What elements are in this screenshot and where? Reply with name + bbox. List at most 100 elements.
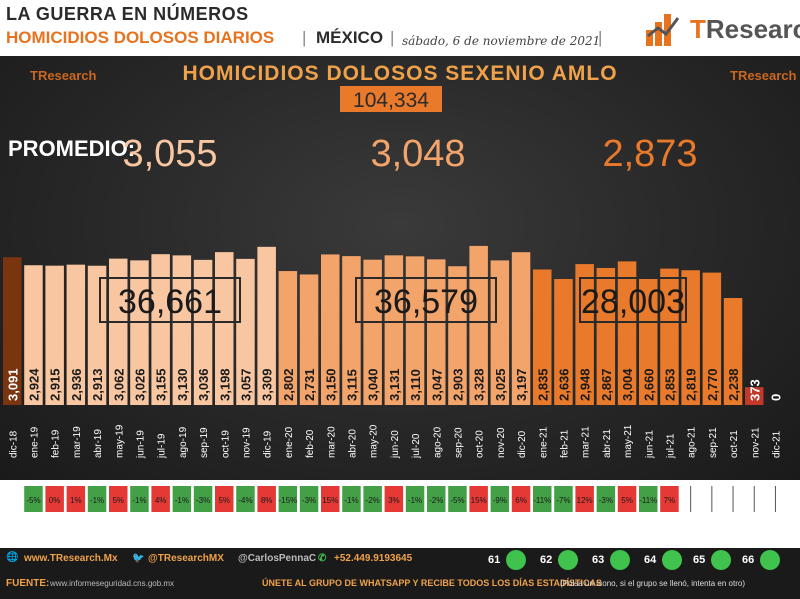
pct-change-label: -15%	[279, 496, 298, 505]
header-separator: |	[302, 28, 307, 47]
pct-change-cell	[172, 486, 192, 512]
data-label: 2,819	[684, 368, 699, 401]
x-tick-label: jun-21	[644, 430, 655, 459]
data-label: 3,328	[472, 368, 487, 401]
bar	[384, 255, 404, 405]
data-label: 3,155	[154, 368, 169, 401]
pct-change-cell	[66, 486, 86, 512]
data-label: 2,770	[705, 368, 720, 401]
x-tick-label: mar-21	[581, 426, 592, 458]
bar	[639, 277, 658, 405]
whatsapp-icon[interactable]	[506, 550, 526, 570]
bar	[702, 272, 722, 405]
x-tick-label: abr-20	[347, 429, 358, 458]
bar	[405, 256, 425, 405]
watermark-logo: TResearch	[30, 68, 97, 83]
pct-change-label: -4%	[238, 496, 252, 505]
tresearch-logo[interactable]	[644, 6, 794, 50]
x-tick-label: dic-21	[771, 430, 782, 458]
data-label: 2,913	[90, 368, 105, 401]
pct-change-label: -5%	[26, 496, 40, 505]
pct-change-label: 15%	[471, 496, 487, 505]
year-total-box	[579, 277, 687, 323]
pct-change-cell	[363, 486, 382, 512]
watermark-logo: TResearch	[730, 68, 797, 83]
x-tick-label: jun-19	[135, 430, 146, 459]
twitter-icon: 🐦	[132, 553, 145, 564]
whatsapp-group-number: 64	[644, 554, 657, 566]
data-label: 3,026	[132, 368, 147, 401]
x-tick-label: oct-20	[475, 430, 486, 458]
whatsapp-group-number: 63	[592, 554, 605, 566]
header-subtitle: HOMICIDIOS DOLOSOS DIARIOS	[6, 28, 275, 47]
pct-change-label: 5%	[218, 496, 230, 505]
pct-change-cell	[45, 486, 64, 512]
pct-change-cell	[405, 486, 425, 512]
bar	[66, 264, 86, 405]
pct-change-label: 6%	[515, 496, 527, 505]
pct-change-cell	[109, 486, 128, 512]
bar	[193, 259, 213, 405]
bar	[87, 265, 107, 405]
web-icon: 🌐	[6, 552, 19, 563]
bar	[299, 274, 319, 405]
data-label: 3,062	[111, 368, 126, 401]
year-total-box	[99, 277, 241, 323]
pct-change-cell	[215, 486, 234, 512]
year-total-value: 36,579	[374, 283, 478, 321]
x-tick-label: oct-21	[729, 430, 740, 458]
header-separator: |	[598, 28, 603, 47]
bar	[363, 259, 382, 405]
data-label: 2,731	[302, 368, 317, 401]
year-total-value: 28,003	[581, 283, 685, 321]
bar	[172, 255, 192, 405]
x-tick-label: ene-19	[29, 426, 40, 458]
pct-change-label: -3%	[196, 496, 210, 505]
pct-change-label: 12%	[577, 496, 593, 505]
x-tick-label: ago-20	[432, 426, 443, 458]
x-tick-label: jul-20	[411, 433, 422, 459]
x-tick-label: abr-21	[602, 429, 613, 458]
footer-source[interactable]: www.informeseguridad.cns.gob.mx	[50, 579, 175, 588]
pct-change-label: -1%	[90, 496, 104, 505]
whatsapp-icon[interactable]	[760, 550, 780, 570]
whatsapp-icon[interactable]	[558, 550, 578, 570]
x-tick-label: dic-20	[517, 430, 528, 458]
x-tick-label: mar-19	[72, 426, 83, 458]
footer-phone[interactable]: +52.449.9193645	[334, 553, 413, 564]
data-label: 3,198	[217, 368, 232, 401]
data-label: 0	[768, 394, 783, 401]
pct-change-label: -9%	[493, 496, 507, 505]
bar	[745, 387, 764, 405]
footer-web-link[interactable]: www.TResearch.Mx	[24, 553, 118, 564]
data-label: 3,047	[429, 368, 444, 401]
pct-change-label: -2%	[366, 496, 380, 505]
bar	[723, 298, 743, 405]
pct-change-cell	[130, 486, 149, 512]
footer-source-label: FUENTE:	[6, 578, 50, 589]
x-tick-label: sep-20	[453, 427, 464, 458]
data-label: 3,040	[366, 368, 381, 401]
footer-twitter-link[interactable]: @TResearchMX	[148, 553, 224, 564]
x-tick-label: jul-21	[665, 433, 676, 459]
whatsapp-icon[interactable]	[711, 550, 731, 570]
whatsapp-icon[interactable]	[610, 550, 630, 570]
pct-change-label: 4%	[155, 496, 167, 505]
x-tick-label: feb-21	[559, 429, 570, 458]
data-label: 3,036	[196, 368, 211, 401]
pct-change-cell	[321, 486, 340, 512]
x-tick-label: ago-19	[178, 426, 189, 458]
whatsapp-icon[interactable]	[662, 550, 682, 570]
pct-change-label: -11%	[533, 496, 551, 505]
x-tick-label: sep-19	[199, 427, 210, 458]
whatsapp-group-number: 62	[540, 554, 553, 566]
pct-change-label: 3%	[388, 496, 400, 505]
data-label: 3,025	[493, 368, 508, 401]
logo-bar-icon	[646, 30, 653, 46]
pct-change-label: 0%	[49, 496, 61, 505]
footer-author[interactable]: @CarlosPennaC	[238, 553, 317, 564]
data-label: 2,636	[556, 368, 571, 401]
header-date: sábado, 6 de noviembre de 2021	[402, 34, 601, 48]
bar	[257, 246, 276, 405]
bar	[24, 265, 43, 405]
